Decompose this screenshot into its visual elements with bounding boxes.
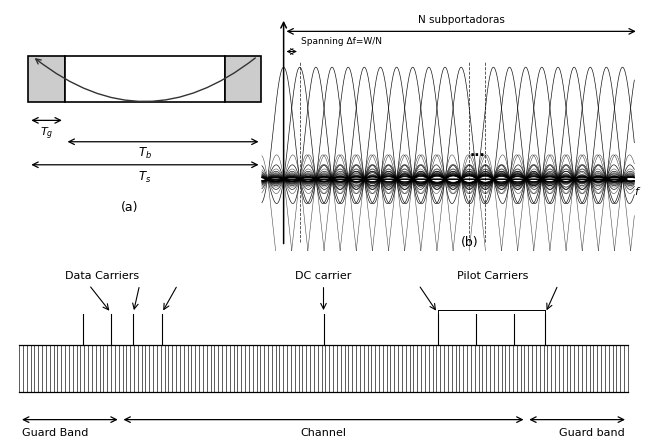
Bar — [65, 56, 225, 102]
Text: Channel: Channel — [300, 428, 347, 438]
Text: Data Carriers: Data Carriers — [65, 271, 138, 281]
Text: Pilot Carriers: Pilot Carriers — [457, 271, 529, 281]
Text: Guard band: Guard band — [559, 428, 624, 438]
Text: $T_g$: $T_g$ — [40, 125, 53, 142]
Text: $f$: $f$ — [634, 185, 642, 197]
Bar — [225, 56, 261, 102]
Text: (b): (b) — [461, 236, 479, 249]
Text: N subportadoras: N subportadoras — [418, 15, 505, 25]
Text: Guard Band: Guard Band — [22, 428, 89, 438]
Bar — [28, 56, 65, 102]
Text: (a): (a) — [120, 201, 138, 214]
Text: $T_s$: $T_s$ — [138, 170, 151, 185]
Text: DC carrier: DC carrier — [295, 271, 352, 281]
Text: Spanning Δf=W/N: Spanning Δf=W/N — [302, 37, 382, 46]
FancyArrowPatch shape — [36, 58, 256, 102]
Text: $T_b$: $T_b$ — [138, 146, 152, 161]
Text: ...: ... — [470, 145, 485, 159]
